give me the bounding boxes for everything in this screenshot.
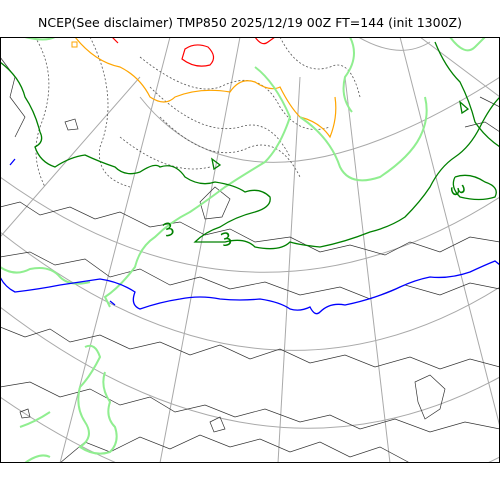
isotherm-lightgreen [449, 37, 486, 52]
isotherm-green [0, 61, 500, 250]
map-frame [0, 37, 500, 463]
isotherm-line [279, 37, 361, 98]
meridian-line [419, 37, 500, 98]
isotherm-line [119, 136, 211, 170]
isotherm-red [181, 44, 215, 67]
isotherm-line [159, 116, 301, 178]
meridian-lines [0, 37, 500, 463]
isotherm-orange [74, 37, 337, 139]
isotherm-line [149, 86, 291, 158]
meridian-line [159, 37, 241, 463]
isotherm-blue [9, 158, 116, 306]
coastline [64, 118, 79, 131]
coastline [0, 381, 500, 433]
coastline [19, 408, 31, 419]
latitude-line [0, 176, 500, 273]
isotherm-lightgreen [0, 266, 91, 285]
isotherm-lightgreen [299, 96, 428, 182]
coastline [0, 201, 500, 256]
isotherm-line [34, 37, 50, 188]
meridian-line [399, 37, 500, 428]
coastline [464, 96, 500, 133]
isotherm-lightgreen [24, 454, 51, 463]
isotherm-lightgreen [103, 66, 292, 308]
coastline [199, 186, 231, 220]
isotherm-orange-blob [71, 41, 78, 48]
isotherm-lightgreen [342, 37, 355, 113]
coastline [209, 416, 226, 433]
meridian-line [0, 76, 141, 238]
map-title: NCEP(See disclaimer) TMP850 2025/12/19 0… [38, 15, 462, 30]
isotherm-green [211, 157, 222, 171]
weather-map: 3 3 3 [0, 37, 500, 463]
isotherms-green [0, 41, 500, 250]
latitude-line [357, 37, 431, 51]
isotherm-line [89, 37, 131, 188]
coastline [0, 56, 26, 138]
coastline [414, 374, 446, 420]
isotherms-lightgreen [0, 37, 486, 463]
latitude-line [0, 231, 500, 351]
isotherm-red [254, 37, 276, 45]
isotherms-dotted [34, 37, 361, 188]
isotherm-green [452, 174, 497, 201]
coastlines [0, 56, 500, 463]
latitude-line [0, 396, 500, 463]
isotherm-blue [0, 260, 500, 315]
meridian-line [277, 76, 301, 463]
isotherms-red [111, 37, 276, 67]
latitude-lines [0, 37, 500, 463]
isotherm-lightgreen [19, 411, 51, 428]
isotherm-green [459, 100, 470, 115]
contour-label: 3 [445, 182, 468, 198]
isotherm-green [434, 41, 500, 148]
contour-label: 3 [218, 228, 234, 251]
map-panel: 3 3 3 [0, 37, 500, 463]
latitude-line [139, 76, 500, 163]
coastline [0, 326, 500, 370]
meridian-line [344, 76, 391, 463]
isotherm-lightgreen [77, 344, 118, 455]
coastline [0, 251, 500, 300]
latitude-line [0, 306, 500, 429]
